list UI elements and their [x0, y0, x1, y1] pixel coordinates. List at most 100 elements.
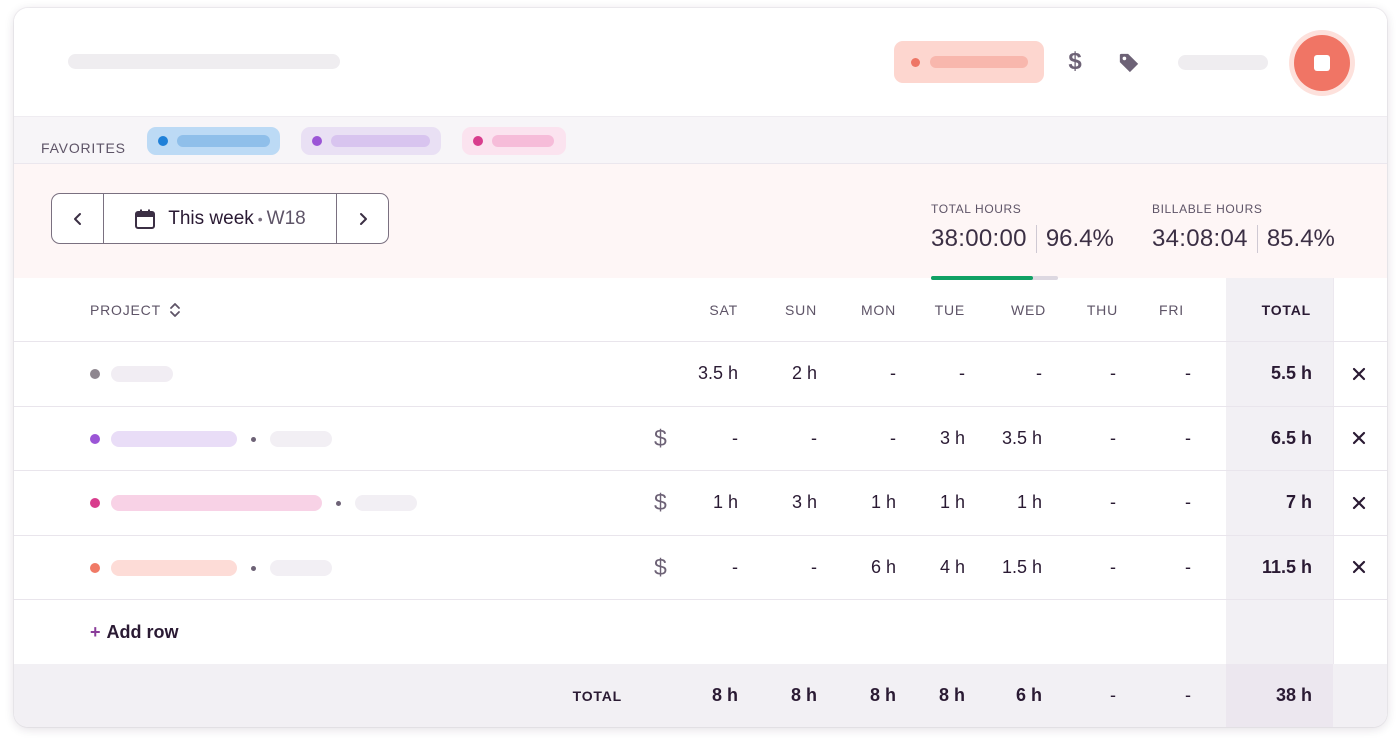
- hours-cell-wed[interactable]: 1.5 h: [1001, 556, 1042, 577]
- project-color-dot: [90, 498, 100, 508]
- week-navigator: This week • W18: [51, 193, 389, 244]
- description-placeholder[interactable]: [68, 54, 340, 69]
- close-icon: [1352, 561, 1366, 574]
- project-name-placeholder[interactable]: [111, 366, 173, 382]
- hours-cell-thu[interactable]: -: [1110, 492, 1116, 513]
- close-icon: [1352, 496, 1366, 509]
- hours-cell-thu[interactable]: -: [1110, 556, 1116, 577]
- hours-cell-fri[interactable]: -: [1185, 492, 1191, 513]
- tag-icon[interactable]: [1114, 48, 1144, 78]
- row-total: 5.5 h: [1270, 363, 1312, 384]
- timer-bar: $: [14, 8, 1387, 116]
- project-color-dot: [911, 58, 920, 67]
- week-picker[interactable]: This week • W18: [103, 194, 337, 243]
- week-number: W18: [266, 207, 306, 229]
- stat-divider: [1256, 225, 1258, 253]
- hours-cell-sun[interactable]: 2 h: [791, 363, 817, 384]
- hours-cell-sun[interactable]: 3 h: [791, 492, 817, 513]
- hours-cell-sat[interactable]: -: [732, 556, 738, 577]
- favorite-chip[interactable]: [462, 127, 566, 155]
- hours-cell-mon[interactable]: 6 h: [870, 556, 896, 577]
- day-header-thu: THU: [1086, 301, 1118, 318]
- favorite-name-placeholder: [331, 135, 430, 147]
- delete-row-button[interactable]: [1347, 471, 1371, 535]
- hours-cell-fri[interactable]: -: [1185, 427, 1191, 448]
- project-name-placeholder[interactable]: [111, 559, 237, 576]
- favorite-chip[interactable]: [301, 127, 441, 155]
- hours-cell-mon[interactable]: 1 h: [870, 492, 896, 513]
- project-client-separator: [336, 501, 341, 506]
- hours-cell-wed[interactable]: 1 h: [1016, 492, 1042, 513]
- timesheet-card: $ FAVORITES: [14, 8, 1387, 727]
- table-row: $ - - - 3 h 3.5 h - - 6.5 h: [14, 407, 1387, 471]
- project-name-placeholder[interactable]: [111, 430, 237, 447]
- footer-mon-total: 8 h: [869, 685, 896, 705]
- timesheet-grid: PROJECT SAT SUN MON TUE WED THU FRI TOTA…: [14, 278, 1387, 727]
- sort-icon: [170, 302, 180, 317]
- day-header-wed: WED: [1010, 301, 1046, 318]
- next-week-button[interactable]: [337, 194, 388, 243]
- favorites-label: FAVORITES: [41, 140, 126, 156]
- hours-cell-tue[interactable]: 3 h: [939, 427, 965, 448]
- footer-thu-total: -: [1110, 685, 1116, 705]
- hours-cell-sat[interactable]: -: [732, 427, 738, 448]
- hours-cell-tue[interactable]: -: [959, 363, 965, 384]
- footer-grand-total: 38 h: [1275, 685, 1312, 705]
- footer-total-background: [1226, 664, 1333, 727]
- totals-footer-row: TOTAL 8 h 8 h 8 h 8 h 6 h - - 38 h: [14, 664, 1387, 727]
- project-color-dot: [90, 369, 100, 379]
- project-name-placeholder[interactable]: [111, 495, 322, 511]
- stat-divider: [1035, 225, 1037, 253]
- billable-toggle-icon[interactable]: $: [1068, 48, 1082, 75]
- day-header-sat: SAT: [709, 301, 738, 318]
- hours-cell-sun[interactable]: -: [811, 427, 817, 448]
- hours-cell-thu[interactable]: -: [1110, 363, 1116, 384]
- plus-icon: +: [90, 621, 101, 642]
- day-header-tue: TUE: [934, 301, 965, 318]
- footer-sun-total: 8 h: [790, 685, 817, 705]
- client-name-placeholder: [355, 495, 417, 511]
- hours-cell-sun[interactable]: -: [811, 556, 817, 577]
- favorite-name-placeholder: [177, 135, 270, 147]
- calendar-icon: [135, 209, 156, 229]
- project-client-separator: [251, 436, 256, 442]
- previous-week-button[interactable]: [52, 194, 103, 243]
- hours-cell-sat[interactable]: 1 h: [712, 492, 738, 513]
- hours-cell-thu[interactable]: -: [1110, 427, 1116, 448]
- hours-cell-fri[interactable]: -: [1185, 556, 1191, 577]
- table-row: $1 h 3 h 1 h 1 h 1 h - - 7 h: [14, 471, 1387, 536]
- hours-cell-wed[interactable]: 3.5 h: [1001, 427, 1042, 448]
- stop-icon: [1314, 55, 1330, 71]
- hours-cell-fri[interactable]: -: [1185, 363, 1191, 384]
- delete-row-button[interactable]: [1347, 536, 1371, 600]
- hours-cell-wed[interactable]: -: [1036, 363, 1042, 384]
- total-hours-value: 38:00:00: [931, 225, 1027, 252]
- delete-row-button[interactable]: [1347, 342, 1371, 406]
- day-header-mon: MON: [860, 301, 896, 318]
- billable-hours-label: BILLABLE HOURS: [1152, 202, 1263, 216]
- stop-timer-button[interactable]: [1294, 35, 1350, 91]
- billable-dollar-icon: $: [654, 489, 667, 516]
- footer-sat-total: 8 h: [711, 685, 738, 705]
- column-divider: [1333, 278, 1334, 664]
- timer-project-pill[interactable]: [894, 41, 1044, 83]
- hours-cell-mon[interactable]: -: [890, 427, 896, 448]
- hours-cell-tue[interactable]: 4 h: [939, 556, 965, 577]
- billable-dollar-icon: $: [654, 553, 667, 580]
- footer-fri-total: -: [1185, 685, 1191, 705]
- add-row-button[interactable]: + Add row: [90, 600, 179, 664]
- table-row: $ - - 6 h 4 h 1.5 h - - 11.5 h: [14, 536, 1387, 600]
- favorite-chip[interactable]: [147, 127, 280, 155]
- hours-cell-sat[interactable]: 3.5 h: [697, 363, 738, 384]
- chevron-right-icon: [359, 212, 367, 225]
- project-sort-header[interactable]: PROJECT: [90, 278, 181, 341]
- hours-cell-mon[interactable]: -: [890, 363, 896, 384]
- close-icon: [1352, 432, 1366, 445]
- delete-row-button[interactable]: [1347, 407, 1371, 471]
- billable-hours-percent: 85.4%: [1266, 225, 1335, 252]
- week-header: This week • W18 TOTAL HOURS 38:00:00 96.4%…: [14, 164, 1387, 280]
- favorites-bar: FAVORITES: [14, 116, 1387, 164]
- total-hours-progress: [931, 276, 1058, 280]
- table-header-row: PROJECT SAT SUN MON TUE WED THU FRI TOTA…: [14, 278, 1387, 342]
- hours-cell-tue[interactable]: 1 h: [939, 492, 965, 513]
